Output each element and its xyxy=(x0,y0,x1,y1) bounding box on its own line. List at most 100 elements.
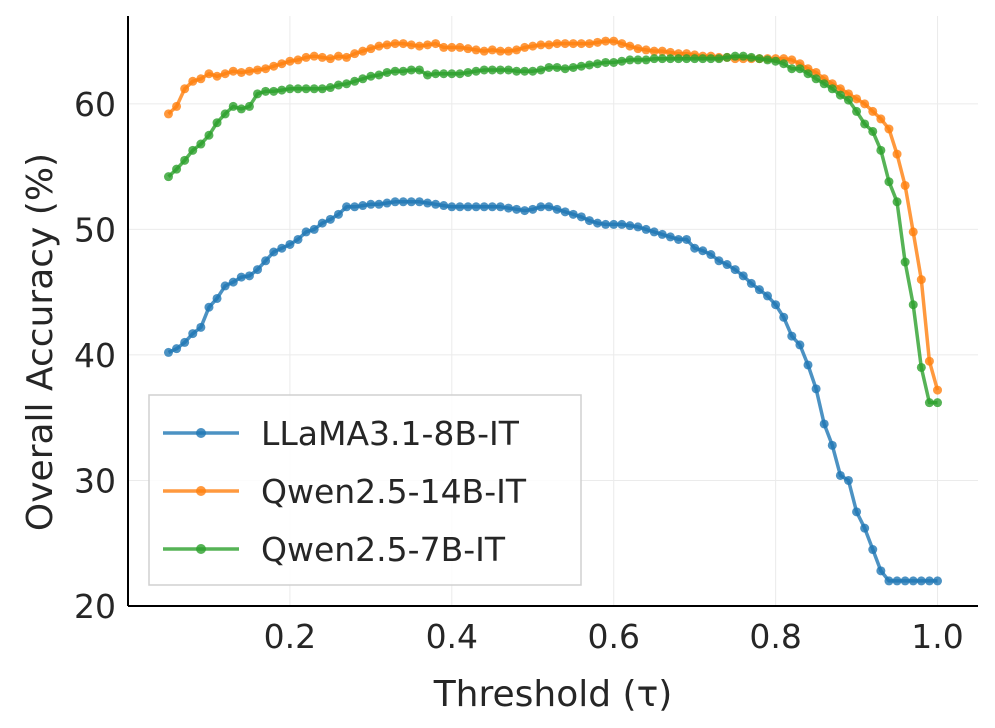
data-point xyxy=(342,202,352,212)
data-point xyxy=(673,234,683,244)
data-point xyxy=(495,202,505,212)
data-point xyxy=(609,57,619,67)
data-point xyxy=(479,65,489,75)
data-point xyxy=(649,227,659,237)
legend-label: LLaMA3.1-8B-IT xyxy=(261,414,520,453)
data-point xyxy=(342,52,352,62)
data-point xyxy=(431,39,441,49)
data-point xyxy=(544,62,554,72)
data-point xyxy=(641,55,651,65)
data-point xyxy=(908,576,918,586)
data-point xyxy=(641,224,651,234)
data-point xyxy=(196,74,206,84)
y-tick-label: 50 xyxy=(74,210,116,249)
data-point xyxy=(568,39,578,49)
data-point xyxy=(495,46,505,56)
data-point xyxy=(868,126,878,136)
data-point xyxy=(690,243,700,253)
data-point xyxy=(188,76,198,86)
data-point xyxy=(730,51,740,61)
data-point xyxy=(285,84,295,94)
data-point xyxy=(876,114,886,124)
data-point xyxy=(576,61,586,71)
data-point xyxy=(908,300,918,310)
data-point xyxy=(228,277,238,287)
data-point xyxy=(301,52,311,62)
data-point xyxy=(625,55,635,65)
data-point xyxy=(342,79,352,89)
x-tick-label: 0.8 xyxy=(749,617,801,656)
data-point xyxy=(924,576,934,586)
data-point xyxy=(285,239,295,249)
data-point xyxy=(560,207,570,217)
data-point xyxy=(933,385,943,395)
data-point xyxy=(269,247,279,257)
data-point xyxy=(771,56,781,66)
data-point xyxy=(835,470,845,480)
data-point xyxy=(860,523,870,533)
data-point xyxy=(787,64,797,74)
data-point xyxy=(819,79,829,89)
data-point xyxy=(633,44,643,54)
data-point xyxy=(253,265,263,275)
data-point xyxy=(852,507,862,517)
data-point xyxy=(544,202,554,212)
data-point xyxy=(657,54,667,64)
data-point xyxy=(512,66,522,76)
data-point xyxy=(236,67,246,77)
data-point xyxy=(398,197,408,207)
data-point xyxy=(714,256,724,266)
data-point xyxy=(520,42,530,52)
data-point xyxy=(374,41,384,51)
data-point xyxy=(657,46,667,56)
data-point xyxy=(730,265,740,275)
data-point xyxy=(471,45,481,55)
data-point xyxy=(763,55,773,65)
data-point xyxy=(463,202,473,212)
data-point xyxy=(609,36,619,46)
y-tick-label: 60 xyxy=(74,85,116,124)
tick-labels: 0.2 0.4 0.6 0.8 1.0 20 30 40 50 60 xyxy=(74,85,964,656)
data-point xyxy=(584,39,594,49)
data-point xyxy=(892,576,902,586)
data-point xyxy=(350,202,360,212)
data-point xyxy=(868,106,878,116)
data-point xyxy=(714,54,724,64)
data-point xyxy=(269,61,279,71)
data-point xyxy=(228,101,238,111)
data-point xyxy=(876,145,886,155)
data-point xyxy=(180,337,190,347)
data-point xyxy=(188,329,198,339)
data-point xyxy=(852,94,862,104)
data-point xyxy=(528,41,538,51)
data-point xyxy=(536,65,546,75)
data-point xyxy=(811,74,821,84)
x-tick-label: 0.4 xyxy=(426,617,478,656)
data-point xyxy=(601,57,611,67)
data-point xyxy=(884,124,894,134)
data-point xyxy=(860,119,870,129)
data-point xyxy=(528,66,538,76)
data-point xyxy=(617,219,627,229)
y-tick-label: 40 xyxy=(74,336,116,375)
data-point xyxy=(892,149,902,159)
data-point xyxy=(431,199,441,209)
data-point xyxy=(924,398,934,408)
data-point xyxy=(649,54,659,64)
data-point xyxy=(350,49,360,59)
data-point xyxy=(552,39,562,49)
data-point xyxy=(609,219,619,229)
data-point xyxy=(406,40,416,50)
data-point xyxy=(220,109,230,119)
data-point xyxy=(269,86,279,96)
data-point xyxy=(479,46,489,56)
data-point xyxy=(843,89,853,99)
data-point xyxy=(317,218,327,228)
data-point xyxy=(188,145,198,155)
data-point xyxy=(423,198,433,208)
data-point xyxy=(439,201,449,211)
data-point xyxy=(512,204,522,214)
data-point xyxy=(204,69,214,79)
data-point xyxy=(277,243,287,253)
data-point xyxy=(568,62,578,72)
